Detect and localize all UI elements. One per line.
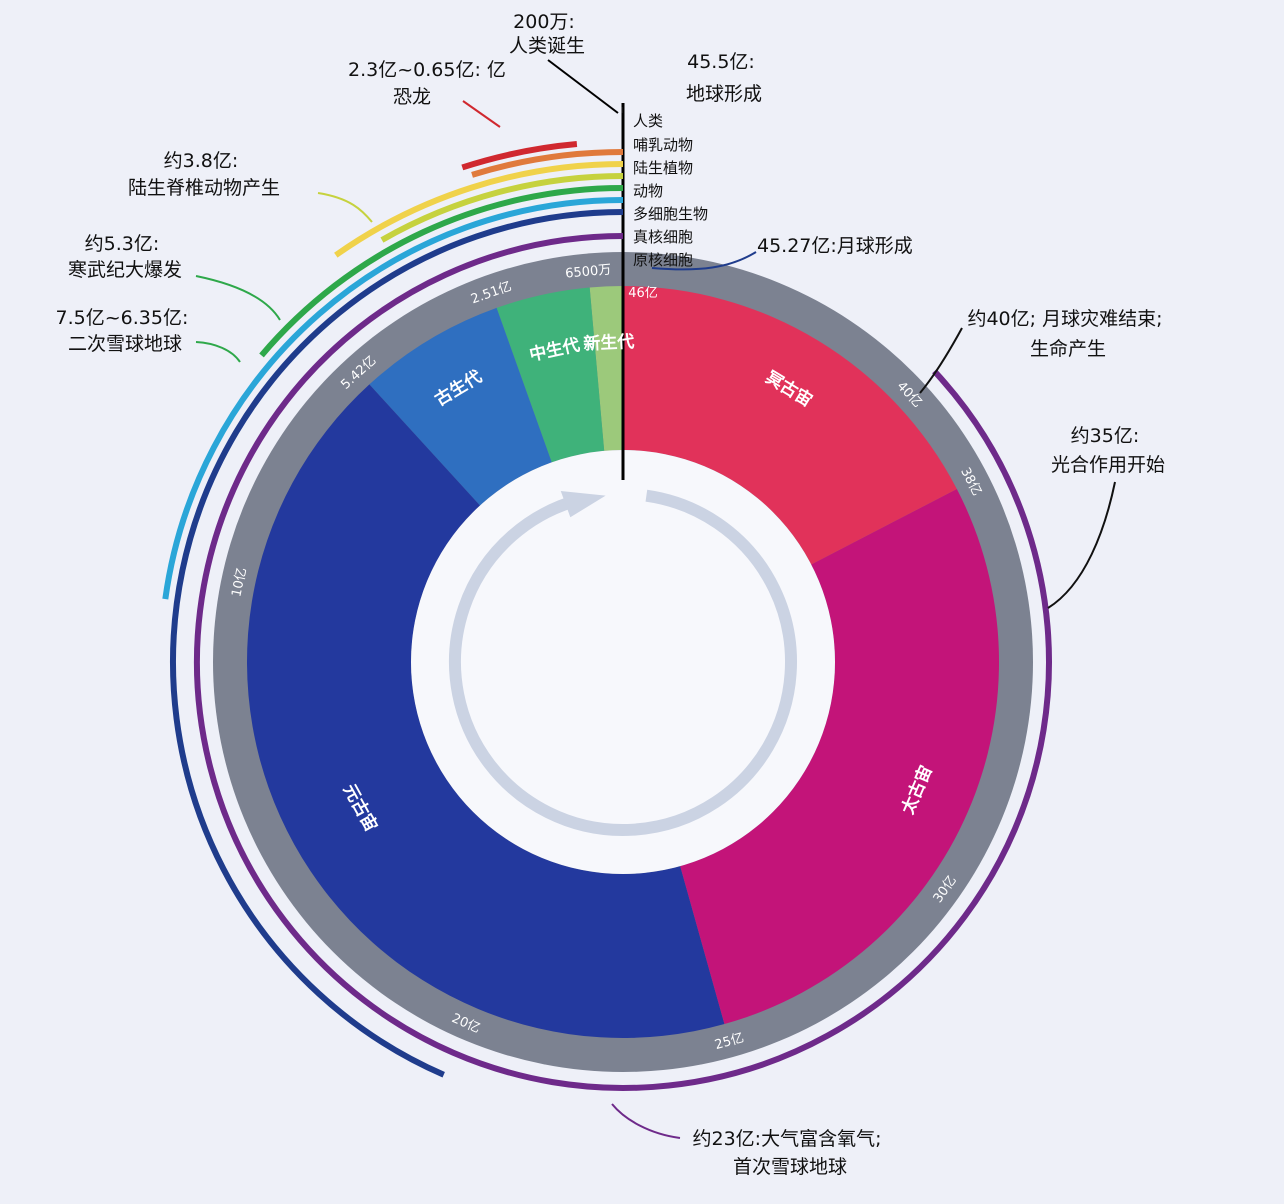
annotation-dinosaur: 2.3亿~0.65亿: 亿 恐龙 (348, 59, 512, 108)
eon-sector-mesozoic (496, 287, 605, 463)
eon-sector-proterozoic (247, 384, 725, 1039)
life-arc-land-plant (334, 161, 624, 258)
annotation-photosynthesis: 约35亿: 光合作用开始 (1051, 425, 1165, 476)
life-label-human: 人类 (633, 112, 663, 130)
annotation-oxygen: 约23亿:大气富含氧气; 首次雪球地球 (692, 1128, 887, 1178)
annotation-land-vertebrate: 约3.8亿: 陆生脊椎动物产生 (128, 150, 280, 199)
life-arc-multicellular (162, 197, 624, 600)
life-label-multicellular: 多细胞生物 (633, 205, 708, 223)
annotation-moon-end: 约40亿; 月球灾难结束; 生命产生 (967, 308, 1168, 360)
tick-label: 6500万 (565, 263, 612, 282)
eon-sector-archean (680, 489, 1000, 1025)
annotation-cambrian: 约5.3亿: 寒武纪大爆发 (68, 233, 182, 281)
life-arc-eukaryote (170, 209, 624, 1078)
life-label-mammal: 哺乳动物 (633, 136, 693, 154)
life-label-prokaryote: 原核细胞 (633, 251, 693, 269)
annotations: 200万: 人类诞生 45.5亿: 地球形成 2.3亿~0.65亿: 亿 恐龙 … (56, 11, 1168, 1178)
life-label-animal: 动物 (633, 182, 663, 200)
life-arc-animal (259, 185, 624, 358)
life-arc-land-vertebrate (380, 173, 624, 243)
annotation-moon-form: 45.27亿:月球形成 (757, 235, 913, 257)
inner-hole (411, 450, 835, 874)
eon-sector-cenozoic (589, 286, 623, 451)
eon-sectors (247, 286, 1000, 1039)
tick-label: 10亿 (229, 566, 250, 598)
annotation-human-birth: 200万: 人类诞生 (509, 11, 585, 57)
clockwise-arrow-icon (449, 489, 797, 836)
life-legend: 人类 哺乳动物 陆生植物 动物 多细胞生物 真核细胞 原核细胞 (633, 112, 708, 269)
annotation-earth-form: 45.5亿: 地球形成 (686, 51, 762, 105)
eon-sector-hadean (623, 286, 957, 565)
tick-label: 46亿 (628, 286, 658, 301)
life-label-land-plant: 陆生植物 (633, 159, 693, 177)
eon-sector-paleozoic (369, 307, 552, 506)
life-label-eukaryote: 真核细胞 (633, 228, 693, 246)
life-arc-prokaryote (194, 233, 1052, 1091)
annotation-snowball2: 7.5亿~6.35亿: 二次雪球地球 (56, 307, 195, 355)
life-arc-dinosaur (461, 141, 578, 171)
life-arcs (162, 106, 1052, 1091)
leader-lines (195, 59, 1116, 1139)
life-arc-mammal (471, 149, 624, 178)
eon-label-cenozoic: 新生代 (583, 331, 635, 354)
